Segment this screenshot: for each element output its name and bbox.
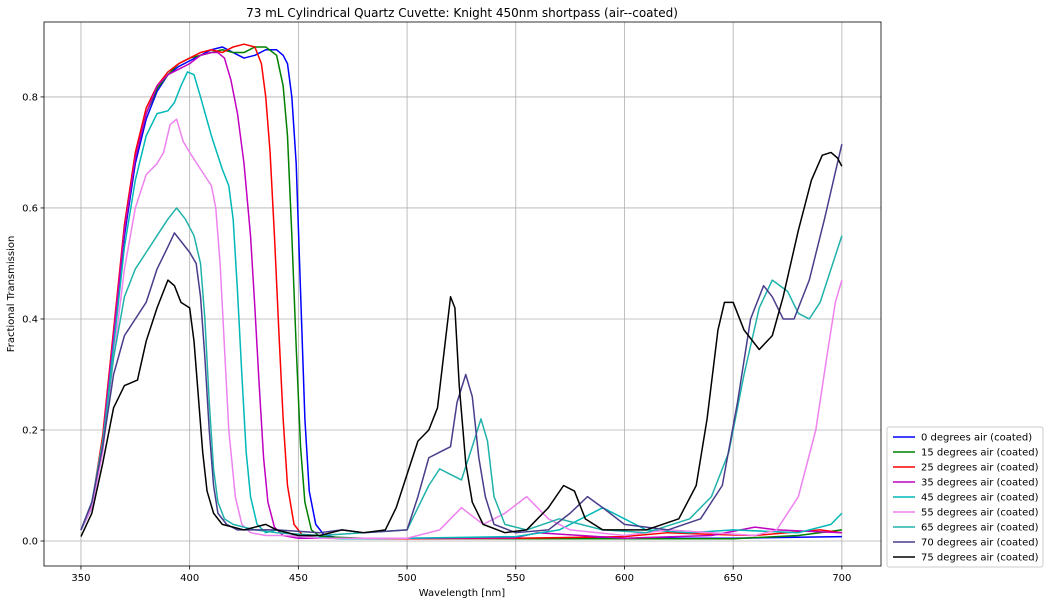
x-axis-label: Wavelength [nm] xyxy=(419,588,505,599)
series-line-55-degrees-air-coated xyxy=(80,118,843,539)
series-line-70-degrees-air-coated xyxy=(80,143,843,534)
series-line-45-degrees-air-coated xyxy=(80,71,843,540)
y-axis: 0.0 0.2 0.4 0.6 0.8 xyxy=(22,92,44,548)
legend-label: 75 degrees air (coated) xyxy=(921,553,1039,564)
legend-label: 55 degrees air (coated) xyxy=(921,508,1039,519)
x-tick-label: 450 xyxy=(289,573,308,584)
series-line-65-degrees-air-coated xyxy=(80,207,843,537)
x-tick-label: 550 xyxy=(506,573,525,584)
legend-label: 70 degrees air (coated) xyxy=(921,538,1039,549)
series-line-0-degrees-air-coated xyxy=(80,46,842,540)
legend-label: 15 degrees air (coated) xyxy=(921,448,1039,459)
x-tick-label: 350 xyxy=(71,573,90,584)
y-axis-label: Fractional Transmission xyxy=(6,236,17,353)
y-tick-label: 0.4 xyxy=(22,314,38,325)
x-axis: 350 400 450 500 550 600 650 700 xyxy=(71,566,851,584)
y-tick-label: 0.2 xyxy=(22,426,38,437)
x-tick-label: 700 xyxy=(832,573,851,584)
y-tick-label: 0.6 xyxy=(22,203,38,214)
series-line-15-degrees-air-coated xyxy=(80,46,842,540)
series-line-35-degrees-air-coated xyxy=(80,51,842,539)
legend-frame xyxy=(886,426,1044,568)
legend: 0 degrees air (coated) 15 degrees air (co… xyxy=(886,426,1044,568)
plot-frame xyxy=(43,21,882,567)
x-tick-label: 500 xyxy=(398,573,417,584)
legend-label: 65 degrees air (coated) xyxy=(921,523,1039,534)
y-tick-label: 0.0 xyxy=(22,537,38,548)
legend-label: 45 degrees air (coated) xyxy=(921,493,1039,504)
chart-title: 73 mL Cylindrical Quartz Cuvette: Knight… xyxy=(246,6,678,20)
legend-label: 25 degrees air (coated) xyxy=(921,463,1039,474)
series-layer xyxy=(80,43,843,540)
legend-label: 0 degrees air (coated) xyxy=(921,433,1032,444)
grid xyxy=(44,22,881,566)
series-line-75-degrees-air-coated xyxy=(80,151,843,537)
x-tick-label: 400 xyxy=(180,573,199,584)
x-tick-label: 650 xyxy=(724,573,743,584)
y-tick-label: 0.8 xyxy=(22,92,38,103)
x-tick-label: 600 xyxy=(615,573,634,584)
legend-label: 35 degrees air (coated) xyxy=(921,478,1039,489)
series-line-25-degrees-air-coated xyxy=(80,43,842,540)
